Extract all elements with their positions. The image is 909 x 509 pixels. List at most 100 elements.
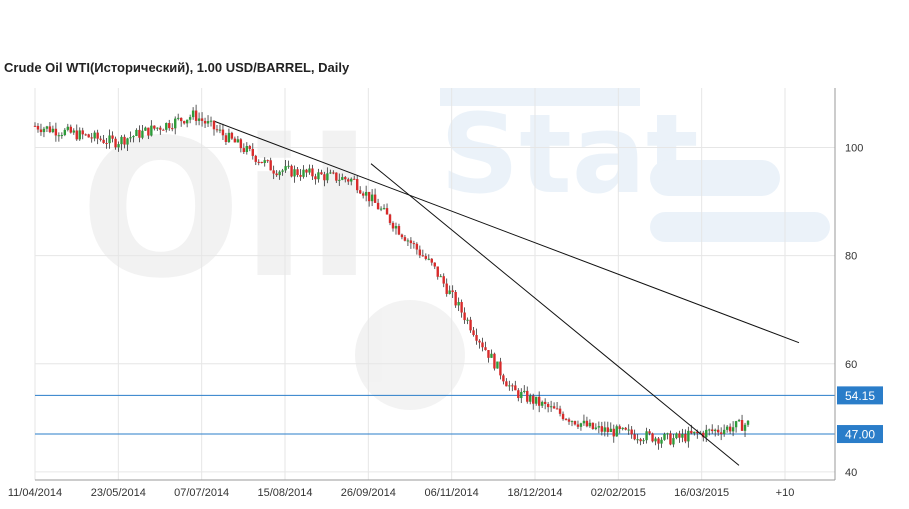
candlestick bbox=[233, 136, 237, 143]
candlestick bbox=[290, 164, 293, 178]
candle-body bbox=[648, 431, 651, 434]
candlestick bbox=[39, 123, 43, 136]
candlestick bbox=[502, 373, 505, 385]
candle-body bbox=[75, 130, 78, 140]
candle-body bbox=[126, 138, 129, 145]
candle-body bbox=[430, 258, 433, 263]
candlestick bbox=[171, 123, 174, 132]
candlestick bbox=[594, 423, 598, 431]
candle-body bbox=[722, 429, 726, 435]
candle-body bbox=[209, 120, 213, 122]
candle-body bbox=[678, 433, 681, 438]
candlestick bbox=[633, 429, 636, 441]
candlestick bbox=[72, 128, 75, 135]
candle-body bbox=[120, 136, 123, 145]
candlestick bbox=[454, 290, 457, 308]
candle-body bbox=[708, 429, 711, 431]
candlestick bbox=[129, 131, 132, 143]
candlestick bbox=[421, 249, 425, 257]
candle-body bbox=[570, 421, 574, 423]
candle-body bbox=[705, 429, 708, 438]
x-tick-label: +10 bbox=[776, 487, 795, 499]
trend-line bbox=[214, 121, 800, 344]
candlestick bbox=[543, 398, 547, 410]
candle-body bbox=[144, 127, 147, 131]
candle-body bbox=[188, 117, 192, 120]
candlestick bbox=[356, 175, 359, 194]
candlestick bbox=[728, 423, 732, 435]
candle-body bbox=[376, 202, 380, 210]
candle-body bbox=[248, 146, 251, 149]
candle-body bbox=[725, 426, 729, 430]
candle-body bbox=[645, 431, 648, 441]
candlestick bbox=[197, 112, 201, 126]
candle-body bbox=[618, 426, 621, 430]
oilstat-watermark: Oil Stat bbox=[80, 88, 830, 410]
candle-body bbox=[361, 193, 365, 196]
price-level-label: 54.15 bbox=[845, 389, 875, 403]
candle-body bbox=[147, 127, 150, 136]
candlestick bbox=[218, 124, 222, 134]
candle-body bbox=[615, 426, 618, 437]
candle-body bbox=[743, 424, 747, 431]
candle-body bbox=[493, 353, 496, 369]
candlestick bbox=[537, 391, 541, 413]
candlestick bbox=[385, 203, 389, 215]
candle-body bbox=[227, 132, 231, 142]
candle-body bbox=[102, 139, 105, 143]
candlestick bbox=[63, 128, 67, 137]
candle-body bbox=[660, 439, 663, 444]
candle-body bbox=[448, 290, 451, 294]
candle-body bbox=[177, 117, 180, 119]
candle-body bbox=[385, 208, 389, 215]
candle-body bbox=[254, 155, 257, 162]
candlestick bbox=[156, 127, 159, 131]
x-tick-label: 07/07/2014 bbox=[174, 487, 229, 499]
candlestick bbox=[734, 420, 738, 433]
candle-body bbox=[582, 420, 586, 424]
candlestick bbox=[424, 253, 428, 261]
candle-body bbox=[350, 178, 353, 182]
candlestick bbox=[84, 133, 87, 136]
candle-body bbox=[54, 128, 58, 136]
candlestick bbox=[212, 120, 216, 136]
candlestick bbox=[630, 426, 633, 439]
candlestick bbox=[326, 167, 329, 184]
watermark-drop bbox=[355, 300, 465, 410]
candlestick bbox=[535, 396, 538, 406]
candle-body bbox=[540, 401, 544, 406]
candle-body bbox=[734, 421, 738, 428]
watermark-bar-top bbox=[440, 88, 640, 106]
candlestick bbox=[439, 274, 442, 278]
candle-body bbox=[212, 120, 216, 130]
candle-body bbox=[272, 170, 275, 174]
candlestick bbox=[370, 189, 374, 207]
candlestick bbox=[45, 125, 49, 132]
candlestick bbox=[669, 430, 672, 446]
candle-body bbox=[373, 194, 377, 203]
candlestick bbox=[174, 116, 177, 135]
candlestick bbox=[281, 168, 284, 176]
candle-body bbox=[576, 424, 580, 427]
candlestick bbox=[436, 266, 439, 280]
candlestick bbox=[314, 173, 317, 185]
candlestick bbox=[496, 361, 499, 369]
candlestick bbox=[105, 137, 108, 149]
candlestick bbox=[624, 426, 627, 431]
candlestick bbox=[582, 414, 586, 426]
candle-body bbox=[472, 330, 475, 336]
candlestick bbox=[746, 420, 750, 427]
candle-body bbox=[66, 126, 70, 130]
axis-layer: 11/04/2014 23/05/2014 07/07/2014 15/08/2014… bbox=[8, 88, 863, 499]
candle-body bbox=[555, 408, 559, 410]
candle-body bbox=[269, 160, 272, 171]
candlestick bbox=[153, 125, 156, 131]
candle-body bbox=[436, 266, 439, 277]
watermark-bar-2 bbox=[650, 212, 830, 242]
candle-body bbox=[206, 121, 210, 124]
candle-body bbox=[451, 290, 454, 292]
candlestick bbox=[678, 430, 681, 443]
candle-body bbox=[499, 361, 502, 376]
candle-body bbox=[681, 434, 684, 438]
